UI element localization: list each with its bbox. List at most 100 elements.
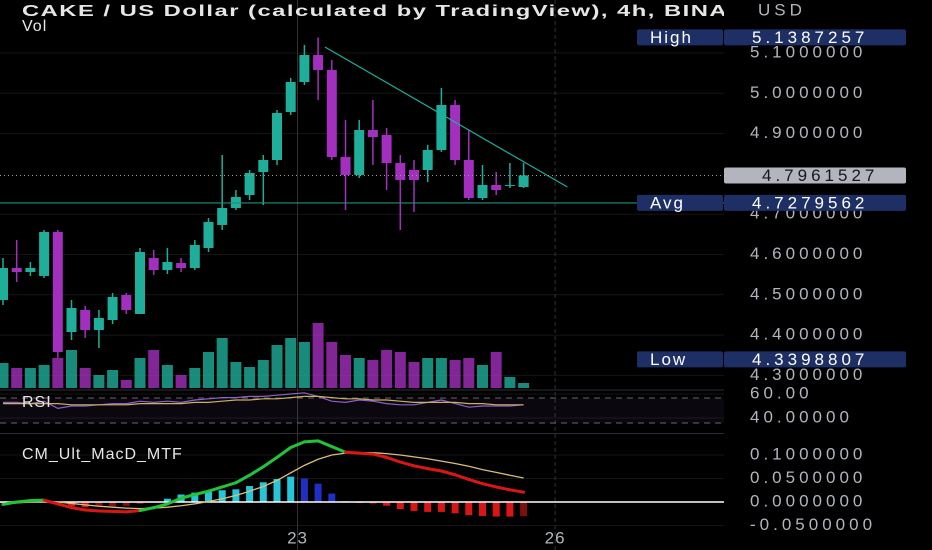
macd-line [330, 445, 347, 454]
macd-line [494, 485, 512, 492]
histogram-bar [396, 502, 404, 510]
candle-body [203, 222, 214, 249]
volume-bar [463, 358, 475, 388]
volume-bar [326, 342, 338, 388]
candle-body [39, 232, 50, 276]
candle-body [66, 308, 77, 333]
chart-title: CAKE / US Dollar (calculated by TradingV… [22, 3, 728, 20]
y-tick-label: 60.00 [750, 383, 813, 402]
histogram-bar [424, 502, 432, 512]
volume-bar [298, 342, 310, 388]
candle-body [93, 318, 104, 330]
y-tick-label: 5.1000000 [750, 42, 866, 61]
volume-bar [11, 368, 23, 388]
pane [0, 37, 724, 388]
volume-bar [476, 365, 488, 388]
candle-body [244, 173, 255, 196]
marker-label-box [637, 29, 723, 46]
volume-bar [161, 365, 173, 388]
macd-line [138, 506, 156, 512]
pane [0, 439, 724, 517]
candle-body [80, 310, 91, 330]
histogram-bar [204, 491, 212, 503]
histogram-bar [492, 502, 500, 517]
histogram-bar [410, 502, 418, 511]
macd-line [385, 455, 402, 464]
marker-value-box [724, 351, 906, 368]
candle-body [217, 207, 228, 226]
histogram-bar [273, 478, 281, 503]
candle-body [313, 55, 324, 71]
macd-line [124, 508, 142, 514]
volume-bar [408, 362, 420, 388]
histogram-bar [191, 492, 199, 503]
volume-bar [65, 350, 77, 388]
histogram-bar [328, 493, 336, 503]
candle-body [299, 55, 310, 83]
y-tick-label: 4.6000000 [750, 244, 866, 263]
volume-bar [148, 350, 160, 388]
x-tick-label: 26 [545, 528, 566, 547]
candle-body [148, 258, 159, 271]
y-tick-label: 4.5000000 [750, 284, 866, 303]
candle-body [176, 263, 187, 269]
volume-bar [257, 360, 269, 388]
macd-line [289, 440, 306, 450]
y-tick-label: -0.0500000 [750, 515, 876, 534]
volume-bar [24, 368, 36, 388]
macd-line [220, 481, 238, 489]
rsi-band-fill [0, 397, 724, 423]
macd-line [261, 455, 279, 469]
volume-bar [189, 368, 201, 388]
volume-bar [449, 360, 461, 388]
histogram-bar [506, 502, 514, 517]
candle-body [25, 268, 36, 272]
histogram-bar [465, 502, 473, 516]
volume-bar [230, 362, 242, 388]
macd-line [357, 451, 375, 456]
macd-line [69, 506, 87, 512]
y-tick-label: 4.9000000 [750, 123, 866, 142]
candle-body [189, 244, 200, 269]
marker-value: 4.3398807 [752, 350, 868, 369]
volume-bar [518, 383, 530, 388]
marker-value: 5.1387257 [752, 28, 868, 47]
macd-line [193, 489, 210, 496]
y-tick-label: 0.1000000 [750, 445, 866, 464]
histogram-bar [163, 498, 171, 503]
candle-body [107, 297, 118, 320]
candle-body [162, 262, 173, 271]
candle-body [463, 159, 474, 199]
candle-body [354, 130, 365, 175]
histogram-bar [95, 502, 103, 507]
macd-line [439, 469, 457, 477]
volume-bar [422, 358, 434, 388]
candle-body [258, 159, 269, 173]
macd-line [165, 496, 183, 506]
marker-value-box [724, 194, 906, 211]
y-tick-label: 0.0500000 [750, 468, 866, 487]
macd-line [56, 502, 73, 510]
macd-line [316, 439, 334, 449]
currency: USD [758, 0, 806, 19]
macd-line [275, 446, 293, 459]
y-tick-label: 4.3000000 [750, 365, 866, 384]
macd-line [371, 452, 389, 459]
macd-line [83, 508, 101, 513]
candle-body [450, 104, 461, 160]
marker-value-box [724, 29, 906, 46]
candle-body [408, 169, 419, 180]
marker-label-box [637, 351, 723, 368]
volume-bar [271, 345, 283, 388]
volume-bar [394, 352, 406, 388]
macd-line [453, 473, 471, 481]
volume-bar [107, 370, 119, 388]
volume-bar [52, 358, 64, 388]
volume-bar [79, 368, 91, 388]
candle-body [477, 184, 488, 199]
macd-line [152, 502, 169, 510]
macd-line [234, 473, 252, 485]
candle-body [518, 175, 529, 188]
grid [0, 0, 724, 550]
candle-body [491, 184, 502, 191]
